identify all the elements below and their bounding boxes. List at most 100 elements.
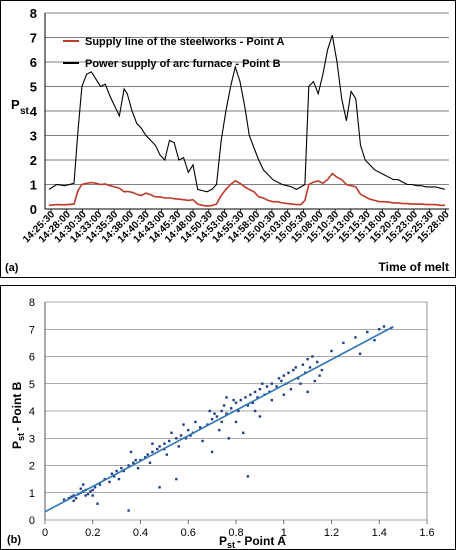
x-tick-label: 1.2 bbox=[324, 527, 339, 539]
y-tick-label: 1 bbox=[29, 488, 35, 500]
data-point bbox=[366, 330, 369, 334]
y-tick-label: 6 bbox=[29, 352, 35, 364]
data-point bbox=[246, 475, 250, 478]
y-axis-label-subscript: st bbox=[16, 433, 26, 441]
data-point bbox=[249, 393, 252, 396]
data-point bbox=[277, 377, 281, 380]
data-point bbox=[82, 483, 85, 486]
data-point bbox=[234, 420, 238, 424]
data-point bbox=[270, 382, 273, 385]
data-point bbox=[270, 398, 273, 402]
data-point bbox=[316, 360, 319, 364]
data-point bbox=[74, 497, 78, 500]
data-point bbox=[163, 442, 166, 445]
y-tick-label: 4 bbox=[30, 104, 38, 119]
x-tick-label: 1.6 bbox=[419, 527, 434, 539]
data-point bbox=[156, 447, 159, 451]
data-point bbox=[127, 464, 130, 467]
legend-label-2: Power supply of arc furnace - Point B bbox=[85, 58, 281, 70]
data-point bbox=[136, 467, 140, 470]
data-point bbox=[275, 385, 278, 388]
data-point bbox=[306, 358, 309, 361]
x-axis-label: P bbox=[219, 534, 227, 548]
x-tick-label: 0.4 bbox=[133, 527, 148, 539]
data-point bbox=[170, 431, 173, 434]
data-point bbox=[258, 415, 262, 418]
y-tick-label: 0 bbox=[29, 515, 35, 527]
data-point bbox=[165, 453, 168, 456]
data-point bbox=[62, 498, 66, 501]
data-point bbox=[218, 428, 221, 432]
data-point bbox=[253, 390, 257, 394]
data-point bbox=[139, 458, 142, 462]
data-point bbox=[225, 412, 228, 415]
data-point bbox=[242, 431, 245, 434]
data-point bbox=[184, 437, 188, 440]
y-tick-label: 5 bbox=[30, 80, 37, 95]
data-point bbox=[213, 412, 216, 415]
panel-label: (a) bbox=[5, 262, 19, 274]
data-point bbox=[113, 475, 116, 478]
x-tick-label: 0.6 bbox=[181, 527, 196, 539]
series-line-1 bbox=[48, 172, 445, 207]
data-point bbox=[239, 398, 242, 402]
data-point bbox=[194, 420, 197, 424]
data-point bbox=[258, 388, 262, 391]
data-point bbox=[182, 423, 185, 426]
data-point bbox=[373, 339, 376, 342]
data-point bbox=[215, 415, 219, 418]
data-point bbox=[280, 379, 283, 383]
data-point bbox=[175, 437, 178, 440]
data-point bbox=[311, 355, 314, 358]
data-point bbox=[96, 502, 99, 505]
y-tick-label: 6 bbox=[30, 55, 37, 70]
data-point bbox=[382, 325, 386, 328]
data-point bbox=[251, 401, 254, 404]
y-axis-label: P bbox=[11, 97, 20, 112]
x-tick-label: 0.8 bbox=[228, 527, 243, 539]
data-point bbox=[168, 439, 171, 443]
data-point bbox=[261, 382, 264, 385]
data-point bbox=[151, 442, 154, 445]
data-point bbox=[256, 396, 259, 399]
data-point bbox=[287, 371, 290, 374]
y-axis-label-group: Pst - Point B bbox=[10, 381, 26, 449]
data-point bbox=[244, 396, 247, 399]
data-point bbox=[330, 349, 333, 353]
data-point bbox=[117, 477, 121, 481]
data-point bbox=[220, 420, 223, 424]
data-point bbox=[108, 480, 111, 484]
data-point bbox=[246, 404, 250, 407]
data-point bbox=[175, 477, 178, 481]
x-tick-label: 0 bbox=[42, 527, 48, 539]
data-point bbox=[93, 486, 97, 489]
data-point bbox=[354, 336, 357, 339]
y-axis-label: P bbox=[10, 441, 24, 449]
data-point bbox=[91, 488, 94, 492]
legend-label-1: Supply line of the steelworks - Point A bbox=[85, 36, 285, 48]
data-point bbox=[294, 366, 297, 369]
data-point bbox=[144, 456, 147, 459]
x-axis-label: Time of melt bbox=[379, 260, 449, 274]
y-tick-label: 8 bbox=[29, 297, 35, 309]
data-point bbox=[234, 401, 238, 404]
data-point bbox=[84, 494, 87, 497]
data-point bbox=[189, 434, 192, 437]
y-tick-label: 3 bbox=[30, 129, 37, 144]
data-point bbox=[179, 434, 183, 437]
trendline bbox=[44, 325, 394, 513]
data-point bbox=[237, 409, 240, 413]
data-point bbox=[129, 450, 133, 454]
data-point bbox=[210, 450, 214, 454]
y-tick-label: 7 bbox=[30, 31, 37, 46]
y-tick-label: 1 bbox=[30, 178, 37, 193]
data-point bbox=[306, 390, 309, 394]
data-point bbox=[308, 366, 312, 369]
data-point bbox=[72, 494, 75, 497]
panel-label: (b) bbox=[7, 534, 21, 546]
data-point bbox=[220, 409, 223, 413]
